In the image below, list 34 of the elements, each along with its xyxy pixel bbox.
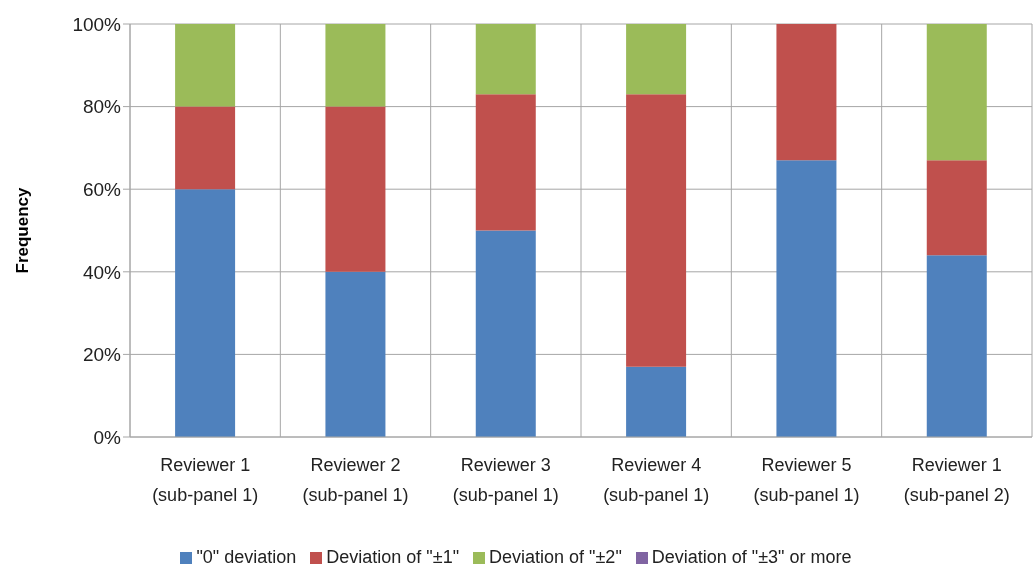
bar <box>475 94 536 231</box>
bar <box>926 255 987 437</box>
bar <box>626 366 687 437</box>
x-tick-label: Reviewer 1 (sub-panel 1) <box>152 455 259 505</box>
x-tick-label: Reviewer 4 (sub-panel 1) <box>603 455 710 505</box>
x-tick-label: Reviewer 5 (sub-panel 1) <box>753 455 860 505</box>
y-tick-label: 20% <box>82 344 122 366</box>
legend-label: Deviation of "±3" or more <box>651 547 852 568</box>
bar <box>776 160 837 437</box>
bar <box>776 24 837 161</box>
x-tick-label: Reviewer 1 (sub-panel 2) <box>903 455 1010 505</box>
y-tick-label: 0% <box>93 426 122 448</box>
x-tick-label: Reviewer 2 (sub-panel 1) <box>302 455 409 505</box>
y-tick-label: 60% <box>82 178 122 200</box>
bar <box>626 24 687 95</box>
bar <box>325 106 386 272</box>
bar <box>175 106 236 190</box>
bar <box>325 24 386 107</box>
y-tick-label: 40% <box>82 261 122 283</box>
bar <box>926 24 987 161</box>
bar <box>175 189 236 437</box>
bar <box>475 24 536 95</box>
bar <box>175 24 236 107</box>
bar <box>325 271 386 437</box>
legend-label: "0" deviation <box>196 547 297 568</box>
bar <box>926 160 987 256</box>
legend-label: Deviation of "±1" <box>326 547 460 568</box>
legend-label: Deviation of "±2" <box>489 547 622 568</box>
y-tick-label: 100% <box>72 13 122 35</box>
bar <box>626 94 687 367</box>
x-tick-label: Reviewer 3 (sub-panel 1) <box>452 455 559 505</box>
bar <box>475 230 536 437</box>
y-tick-label: 80% <box>82 96 122 118</box>
y-axis-title: Frequency <box>12 186 32 274</box>
